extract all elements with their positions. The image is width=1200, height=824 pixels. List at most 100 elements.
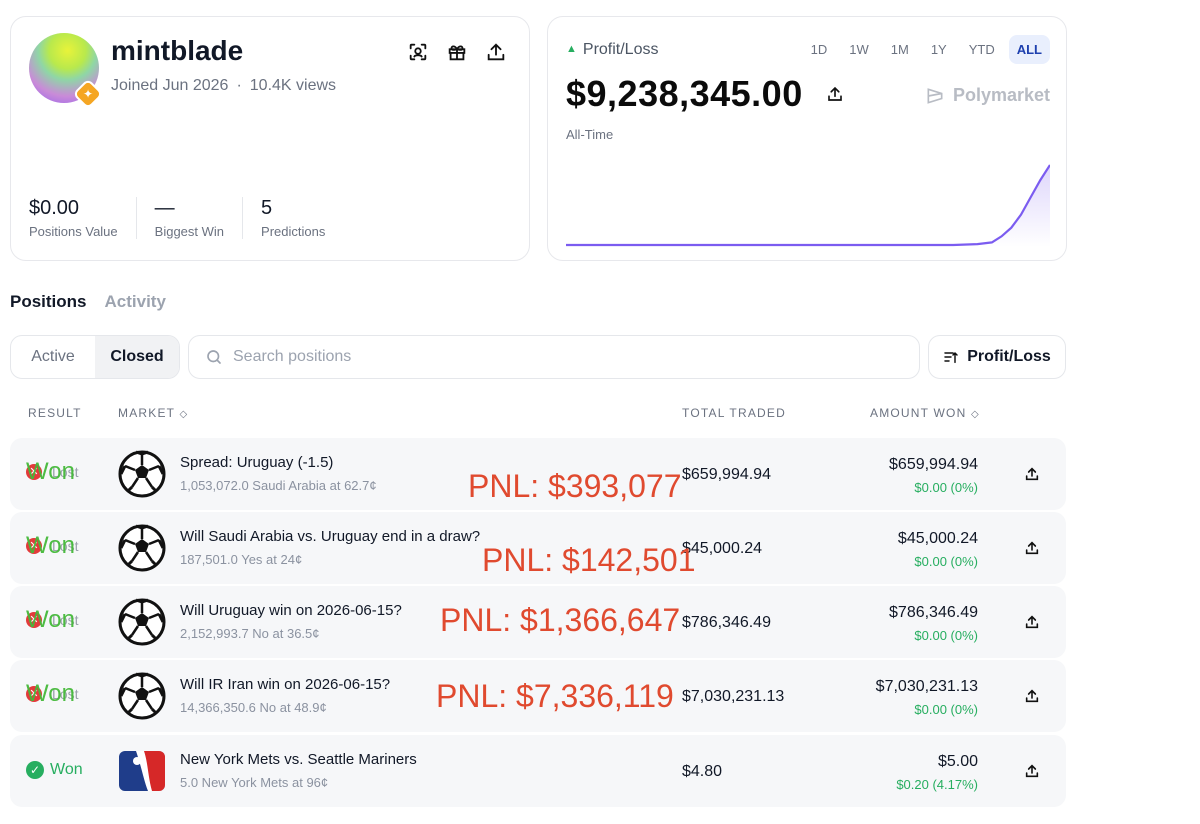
range-1m[interactable]: 1M bbox=[890, 42, 909, 57]
segment-closed[interactable]: Closed bbox=[95, 336, 179, 378]
market-subtitle: 2,152,993.7 No at 36.5¢ bbox=[180, 626, 320, 641]
lost-x-icon: ✕ bbox=[26, 612, 42, 628]
tab-bar: Positions Activity bbox=[10, 292, 166, 312]
share-icon[interactable] bbox=[826, 85, 844, 103]
market-subtitle: 1,053,072.0 Saudi Arabia at 62.7¢ bbox=[180, 478, 377, 493]
check-circle-icon: ✓ bbox=[26, 761, 44, 779]
total-traded: $7,030,231.13 bbox=[682, 688, 785, 705]
table-row[interactable]: ✓ Won New York Mets vs. Seattle Mariners 5.… bbox=[10, 735, 1066, 807]
range-1d[interactable]: 1D bbox=[810, 42, 828, 57]
tab-positions[interactable]: Positions bbox=[10, 292, 87, 311]
soccer-ball-icon bbox=[118, 524, 166, 572]
pnl-chart bbox=[566, 164, 1050, 247]
stat-label: Biggest Win bbox=[154, 224, 225, 239]
pnl-overlay-annotation: PNL: $393,077 bbox=[468, 468, 682, 504]
result-cell: ✕ Lost Won bbox=[26, 680, 79, 707]
range-1w[interactable]: 1W bbox=[849, 42, 869, 57]
stat-value: $0.00 bbox=[29, 197, 80, 219]
stat-predictions: 5 Predictions bbox=[261, 197, 343, 239]
amount-won: $7,030,231.13 bbox=[875, 678, 978, 695]
result-label: Won bbox=[50, 761, 83, 778]
share-icon[interactable] bbox=[485, 41, 507, 63]
stat-label: Predictions bbox=[261, 224, 326, 239]
market-title[interactable]: Will Saudi Arabia vs. Uruguay end in a d… bbox=[180, 528, 481, 545]
up-triangle-icon: ▲ bbox=[566, 43, 577, 55]
range-selector: 1D 1W 1M 1Y YTD ALL bbox=[803, 35, 1050, 64]
amount-change: $0.00 (0%) bbox=[914, 554, 978, 569]
scan-icon[interactable] bbox=[407, 41, 429, 63]
header-market[interactable]: MARKET ◇ bbox=[118, 406, 188, 420]
joined-date: Joined Jun 2026 bbox=[111, 77, 229, 94]
amount-won: $659,994.94 bbox=[889, 456, 978, 473]
table-row[interactable]: ✕ Lost Won Will Uruguay win on 2026-06-15? 2… bbox=[10, 586, 1066, 658]
sort-icon bbox=[944, 351, 958, 364]
amount-won: $45,000.24 bbox=[897, 530, 978, 547]
total-traded: $45,000.24 bbox=[682, 540, 763, 557]
amount-won: $5.00 bbox=[937, 753, 978, 770]
range-ytd[interactable]: YTD bbox=[968, 42, 995, 57]
pnl-overlay-annotation: PNL: $1,366,647 bbox=[440, 602, 681, 638]
result-won-overlay: Won bbox=[26, 532, 75, 559]
result-cell: ✓ Won bbox=[26, 761, 83, 779]
pnl-label: ▲ Profit/Loss bbox=[566, 41, 658, 59]
total-traded: $786,346.49 bbox=[682, 614, 771, 631]
table-row[interactable]: ✕ Lost Won Will Saudi Arabia vs. Uruguay en… bbox=[10, 512, 1066, 584]
result-lost-label: Lost bbox=[52, 464, 79, 480]
result-lost-label: Lost bbox=[52, 612, 79, 628]
stat-value: — bbox=[154, 197, 175, 219]
profile-card: ✦ mintblade Joined Jun 2026 · 10.4K views … bbox=[10, 16, 530, 261]
market-title[interactable]: New York Mets vs. Seattle Mariners bbox=[180, 751, 417, 768]
header-result: RESULT bbox=[28, 406, 82, 420]
stat-value: 5 bbox=[261, 197, 273, 219]
market-title[interactable]: Spread: Uruguay (-1.5) bbox=[180, 454, 334, 471]
chart-line bbox=[566, 164, 1050, 247]
sort-toggle-icon: ◇ bbox=[179, 409, 189, 420]
sort-toggle-icon: ◇ bbox=[971, 409, 980, 420]
amount-change: $0.00 (0%) bbox=[914, 480, 978, 495]
total-traded: $4.80 bbox=[682, 763, 723, 780]
pnl-overlay-annotation: PNL: $142,501 bbox=[482, 542, 696, 578]
amount-change: $0.00 (0%) bbox=[914, 702, 978, 717]
mlb-logo-icon bbox=[119, 751, 165, 791]
status-segment: Active Closed bbox=[10, 335, 180, 379]
table-row[interactable]: ✕ Lost Won Spread: Uruguay (-1.5) 1,053,072.… bbox=[10, 438, 1066, 510]
market-subtitle: 187,501.0 Yes at 24¢ bbox=[180, 552, 303, 567]
period-label: All-Time bbox=[566, 127, 614, 142]
lost-x-icon: ✕ bbox=[26, 686, 42, 702]
soccer-ball-icon bbox=[118, 672, 166, 720]
market-title[interactable]: Will IR Iran win on 2026-06-15? bbox=[180, 676, 391, 693]
amount-change: $0.20 (4.17%) bbox=[896, 777, 978, 792]
pnl-value: $9,238,345.00 bbox=[566, 73, 803, 114]
table-row[interactable]: ✕ Lost Won Will IR Iran win on 2026-06-15? 1… bbox=[10, 660, 1066, 732]
range-all[interactable]: ALL bbox=[1008, 35, 1050, 64]
market-subtitle: 14,366,350.6 No at 48.9¢ bbox=[180, 700, 327, 715]
market-subtitle: 5.0 New York Mets at 96¢ bbox=[180, 775, 329, 790]
pnl-overlay-annotation: PNL: $7,336,119 bbox=[436, 678, 674, 714]
pnl-label-text: Profit/Loss bbox=[582, 41, 659, 58]
gift-icon[interactable] bbox=[446, 41, 468, 63]
share-icon[interactable] bbox=[1024, 688, 1040, 704]
share-icon[interactable] bbox=[1024, 540, 1040, 556]
username: mintblade bbox=[111, 35, 244, 66]
result-cell: ✕ Lost Won bbox=[26, 606, 79, 633]
range-1y[interactable]: 1Y bbox=[930, 42, 947, 57]
brand-name: Polymarket bbox=[952, 85, 1050, 105]
search-icon bbox=[207, 350, 221, 364]
market-title[interactable]: Will Uruguay win on 2026-06-15? bbox=[180, 602, 402, 619]
search-input[interactable] bbox=[233, 348, 873, 366]
header-amount-won[interactable]: AMOUNT WON ◇ bbox=[870, 406, 980, 420]
result-lost-label: Lost bbox=[52, 538, 79, 554]
share-icon[interactable] bbox=[1024, 614, 1040, 630]
sort-button[interactable]: Profit/Loss bbox=[928, 335, 1066, 379]
soccer-ball-icon bbox=[118, 598, 166, 646]
lost-x-icon: ✕ bbox=[26, 538, 42, 554]
stat-positions-value: $0.00 Positions Value bbox=[29, 197, 137, 239]
result-lost-label: Lost bbox=[52, 686, 79, 702]
segment-active[interactable]: Active bbox=[31, 348, 75, 365]
tab-activity[interactable]: Activity bbox=[104, 292, 166, 311]
result-cell: ✕ Lost Won bbox=[26, 458, 79, 485]
share-icon[interactable] bbox=[1024, 763, 1040, 779]
result-cell: ✕ Lost Won bbox=[26, 532, 79, 559]
share-icon[interactable] bbox=[1024, 466, 1040, 482]
amount-won: $786,346.49 bbox=[889, 604, 978, 621]
